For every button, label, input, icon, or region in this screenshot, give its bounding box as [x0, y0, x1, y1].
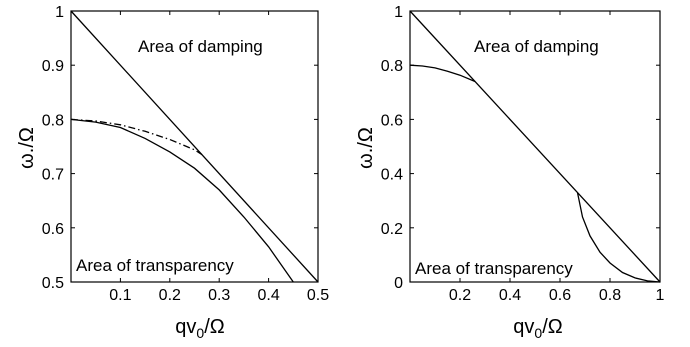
left-series-line-2 [70, 118, 203, 156]
right-y-axis-label: ω./Ω [355, 127, 377, 169]
left-x-label-sub: 0 [196, 325, 204, 341]
right-chart-panel: 0.2 0.4 0.6 0.8 1 0 0.2 0.4 0.6 0.8 1 Area of damp… [355, 4, 665, 341]
right-y-tick-label: 0 [394, 275, 403, 292]
left-plot-lines [70, 10, 319, 283]
left-y-tick-label: 0.6 [42, 221, 64, 238]
right-x-label-main: qv [513, 316, 534, 338]
right-series-line-0 [409, 10, 661, 283]
left-annotation-transparency: Area of transparency [76, 256, 234, 275]
left-x-tick-label: 0.1 [109, 287, 131, 304]
right-annotation-transparency: Area of transparency [415, 259, 573, 278]
right-plot-lines [409, 10, 661, 283]
right-x-tick-label: 0.4 [499, 287, 521, 304]
left-x-tick-label: 0.2 [159, 287, 181, 304]
right-axis-ticks: 0.2 0.4 0.6 0.8 1 0 0.2 0.4 0.6 0.8 1 [381, 4, 665, 304]
right-series-line-1 [409, 64, 476, 83]
right-x-label-suffix: /Ω [542, 316, 563, 338]
right-y-tick-label: 0.8 [381, 58, 403, 75]
left-y-tick-label: 0.7 [42, 167, 64, 184]
right-annotation-damping: Area of damping [474, 37, 599, 56]
left-x-tick-label: 0.5 [307, 287, 329, 304]
left-x-label-suffix: /Ω [204, 316, 225, 338]
left-annotation-damping: Area of damping [138, 37, 263, 56]
left-series-line-0 [70, 10, 319, 283]
left-y-tick-label: 0.5 [42, 275, 64, 292]
left-y-tick-label: 1 [55, 4, 64, 21]
right-x-axis-label: qv0/Ω [513, 316, 562, 341]
left-chart-panel: 0.1 0.2 0.3 0.4 0.5 0.5 0.6 0.7 0.8 0.9 1 Area of … [16, 4, 329, 341]
left-x-tick-label: 0.3 [208, 287, 230, 304]
right-y-tick-label: 0.2 [381, 221, 403, 238]
right-series-line-2 [576, 192, 661, 283]
right-x-label-sub: 0 [534, 325, 542, 341]
right-x-tick-label: 0.2 [449, 287, 471, 304]
left-plot-frame [70, 10, 319, 283]
left-y-tick-label: 0.8 [42, 112, 64, 129]
left-x-label-main: qv [175, 316, 196, 338]
left-x-tick-label: 0.4 [257, 287, 279, 304]
left-x-axis-label: qv0/Ω [175, 316, 224, 341]
right-plot-frame [409, 10, 661, 283]
left-series-line-1 [70, 118, 294, 283]
right-x-tick-label: 0.8 [599, 287, 621, 304]
left-y-tick-label: 0.9 [42, 58, 64, 75]
left-y-axis-label: ω./Ω [16, 127, 38, 169]
right-x-tick-label: 1 [656, 287, 665, 304]
right-y-tick-label: 0.4 [381, 167, 403, 184]
right-x-tick-label: 0.6 [549, 287, 571, 304]
left-axis-ticks: 0.1 0.2 0.3 0.4 0.5 0.5 0.6 0.7 0.8 0.9 1 [42, 4, 329, 304]
right-y-tick-label: 0.6 [381, 112, 403, 129]
right-y-tick-label: 1 [394, 4, 403, 21]
